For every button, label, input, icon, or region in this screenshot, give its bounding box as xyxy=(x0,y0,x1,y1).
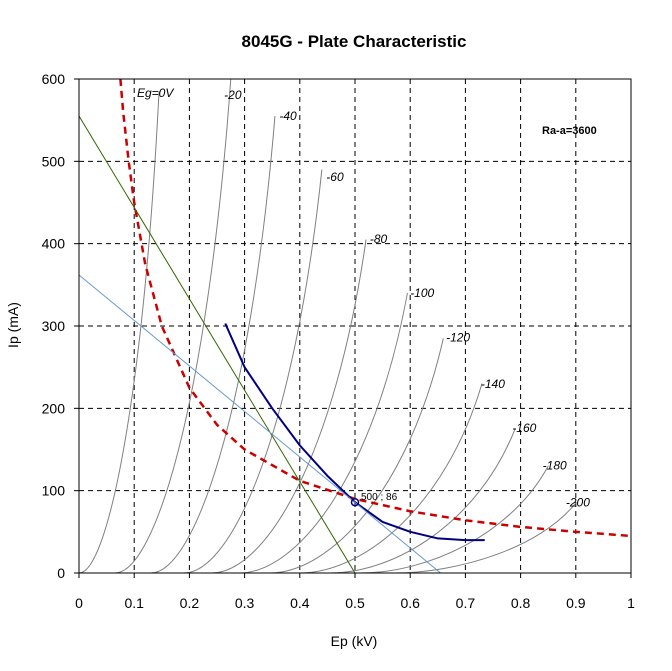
series-line xyxy=(119,79,631,538)
grid-curve xyxy=(360,465,549,573)
x-tick-label: 1 xyxy=(627,595,635,611)
grid-curve-label: -40 xyxy=(279,109,297,123)
x-tick-label: 0.2 xyxy=(180,595,200,611)
operating-point-marker xyxy=(350,497,360,507)
grid-curve xyxy=(79,91,160,573)
y-tick-label: 200 xyxy=(42,400,66,416)
y-tick-label: 600 xyxy=(42,71,66,87)
grid-curve-label: -60 xyxy=(326,170,344,184)
grid-curve-label: -140 xyxy=(481,377,505,391)
series-line xyxy=(79,115,356,573)
x-tick-label: 0.4 xyxy=(290,595,310,611)
grid-curve xyxy=(211,239,367,573)
x-tick-label: 0.1 xyxy=(124,595,144,611)
y-tick-label: 0 xyxy=(57,565,65,581)
grid-curve-label: -180 xyxy=(543,458,567,472)
y-axis-label: Ip (mA) xyxy=(5,302,21,348)
operating-point-label: 500 ; 86 xyxy=(361,492,398,503)
x-tick-label: 0 xyxy=(75,595,83,611)
y-tick-label: 300 xyxy=(42,318,66,334)
axes xyxy=(74,78,632,578)
grid-curve xyxy=(269,338,444,573)
grid-curve-label: -200 xyxy=(566,495,590,509)
grid-curve-label: Eg=0V xyxy=(137,86,174,100)
grid-lines xyxy=(79,79,631,573)
grid-curve xyxy=(114,79,232,573)
x-tick-label: 0.9 xyxy=(566,595,586,611)
y-tick-label: 500 xyxy=(42,153,66,169)
grid-curve xyxy=(299,383,483,573)
series-lines xyxy=(79,79,631,573)
x-tick-label: 0.6 xyxy=(400,595,420,611)
grid-curve-label: -100 xyxy=(410,286,434,300)
x-tick-label: 0.3 xyxy=(235,595,255,611)
x-tick-label: 0.7 xyxy=(456,595,476,611)
grid-curve xyxy=(239,292,408,573)
curve-labels: Eg=0V -20 -40 -60 -80 -100 -120 -140 -160 -180 -20… xyxy=(137,86,590,509)
grid-curve-label: -80 xyxy=(370,232,388,246)
grid-curve xyxy=(393,502,577,573)
x-tick-label: 0.8 xyxy=(511,595,531,611)
grid-curve xyxy=(183,169,323,573)
grid-voltage-curves xyxy=(79,79,577,573)
series-line xyxy=(79,274,441,573)
x-tick-label: 0.5 xyxy=(345,595,365,611)
chart-title: 8045G - Plate Characteristic xyxy=(242,32,467,51)
grid-curve xyxy=(330,428,516,573)
grid-curve-label: -20 xyxy=(224,88,242,102)
ra-label: Ra-a=3600 xyxy=(542,125,597,137)
x-axis-label: Ep (kV) xyxy=(331,633,378,649)
grid-curve xyxy=(150,116,276,573)
tick-labels: 0 0.1 0.2 0.3 0.4 0.5 0.6 0.7 0.8 0.9 1 0 100 200 300 4… xyxy=(42,71,635,611)
plot-frame xyxy=(78,78,632,574)
grid-curve-label: -160 xyxy=(512,421,536,435)
y-tick-label: 100 xyxy=(42,483,66,499)
grid-curve-label: -120 xyxy=(446,331,470,345)
y-tick-label: 400 xyxy=(42,236,66,252)
